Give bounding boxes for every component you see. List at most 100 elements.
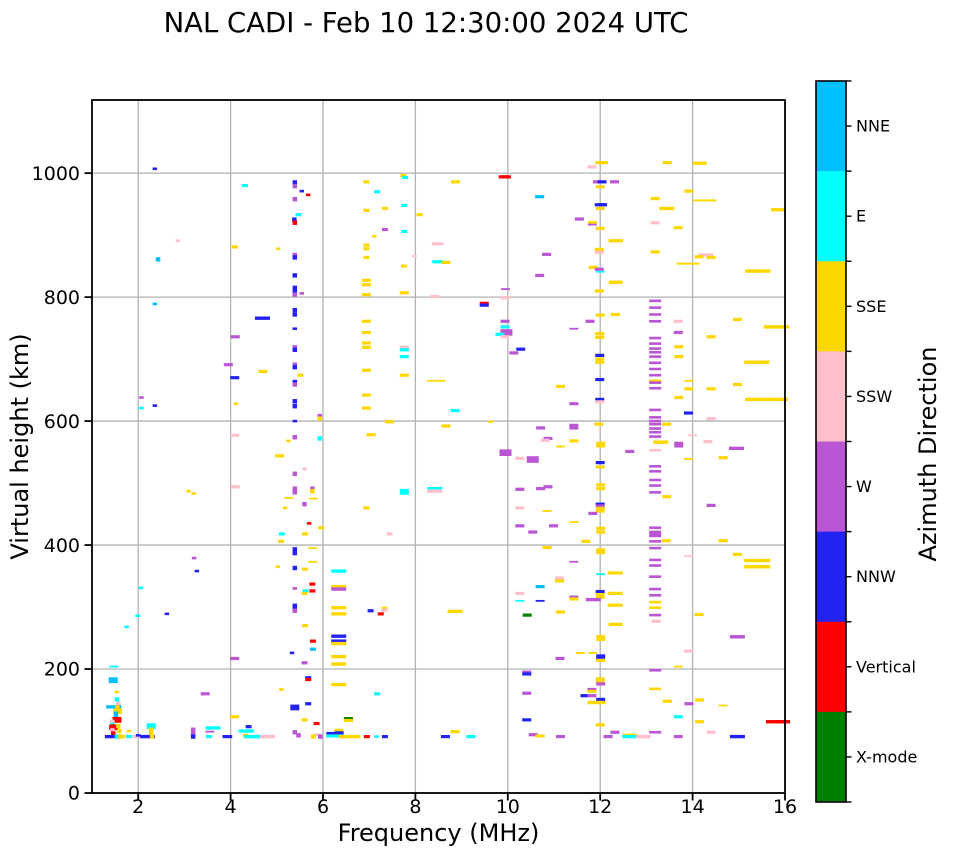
data-point [535, 273, 545, 278]
data-point [399, 345, 409, 349]
data-point [292, 347, 298, 353]
data-point [117, 728, 122, 734]
data-point [598, 203, 608, 207]
data-point [500, 296, 510, 300]
data-point [301, 591, 308, 596]
colorbar-segment-SSE [816, 261, 846, 352]
data-point [363, 255, 370, 260]
data-point [111, 731, 116, 736]
y-tick-label: 800 [44, 287, 80, 309]
data-point [139, 406, 144, 410]
data-point [755, 558, 771, 563]
data-point [569, 560, 579, 563]
data-point [649, 484, 662, 487]
x-tick-label: 2 [132, 796, 144, 818]
data-point [649, 306, 662, 309]
colorbar-tick-label: W [856, 477, 872, 496]
data-point [292, 435, 298, 440]
data-point [610, 280, 620, 284]
data-point [596, 441, 606, 448]
data-point [292, 587, 298, 590]
data-point [662, 422, 672, 426]
data-point [542, 252, 552, 256]
data-point [135, 614, 140, 618]
data-point [526, 456, 539, 463]
data-point [363, 208, 370, 212]
data-point [275, 565, 280, 569]
colorbar-tick-label: Vertical [856, 657, 916, 676]
data-point [649, 319, 662, 323]
data-point [241, 183, 248, 188]
data-point [110, 728, 115, 733]
data-point [230, 376, 240, 380]
data-point [275, 454, 285, 458]
data-point [374, 735, 379, 738]
data-point [343, 718, 353, 723]
data-point [292, 285, 298, 291]
data-point [451, 180, 461, 184]
data-point [706, 503, 716, 507]
data-point [381, 734, 388, 739]
data-point [361, 293, 371, 297]
data-point [673, 319, 683, 323]
data-point [205, 730, 215, 733]
data-point [441, 260, 451, 265]
data-point [318, 526, 325, 530]
data-point [614, 239, 624, 243]
data-point [331, 634, 347, 638]
data-point [401, 203, 408, 207]
x-axis-label: Frequency (MHz) [338, 819, 540, 847]
x-tick-label: 6 [317, 796, 329, 818]
data-point [292, 327, 298, 331]
data-point [575, 652, 585, 654]
data-point [289, 651, 295, 655]
data-point [399, 373, 409, 377]
data-point [774, 325, 790, 329]
data-point [292, 312, 298, 317]
data-point [595, 270, 605, 273]
data-point [132, 734, 139, 739]
data-point [148, 727, 154, 732]
data-point [317, 436, 323, 441]
data-point [662, 699, 672, 703]
data-point [596, 682, 606, 686]
data-point [587, 694, 597, 698]
data-point [649, 379, 662, 383]
colorbar: NNE E SSE SSW W NNW Vertical X-mode [815, 80, 917, 803]
data-point [755, 269, 771, 273]
data-point [649, 469, 662, 473]
data-point [587, 223, 597, 226]
data-point [479, 303, 489, 307]
data-point [596, 658, 606, 662]
y-tick-label: 1000 [32, 163, 80, 185]
data-point [308, 547, 318, 550]
data-point [651, 619, 661, 623]
data-point [673, 226, 683, 230]
data-point [649, 313, 662, 316]
data-point [292, 196, 298, 202]
data-point [466, 734, 476, 739]
data-point [684, 189, 694, 193]
data-point [292, 565, 298, 571]
data-point [381, 227, 388, 232]
data-point [245, 725, 252, 729]
data-point [649, 373, 662, 377]
data-point [569, 439, 579, 443]
data-point [361, 341, 371, 345]
data-point [499, 449, 512, 456]
data-point [114, 690, 120, 694]
data-point [543, 436, 553, 441]
data-point [549, 524, 559, 528]
data-point [595, 357, 605, 361]
x-tick-label: 4 [225, 796, 237, 818]
x-tick-label: 12 [588, 796, 612, 818]
data-point [135, 734, 141, 737]
data-point [301, 661, 308, 665]
data-point [649, 342, 662, 345]
data-point [692, 161, 702, 165]
data-point [649, 668, 662, 672]
data-point [292, 404, 298, 409]
data-point [729, 734, 745, 739]
data-point [613, 622, 623, 626]
